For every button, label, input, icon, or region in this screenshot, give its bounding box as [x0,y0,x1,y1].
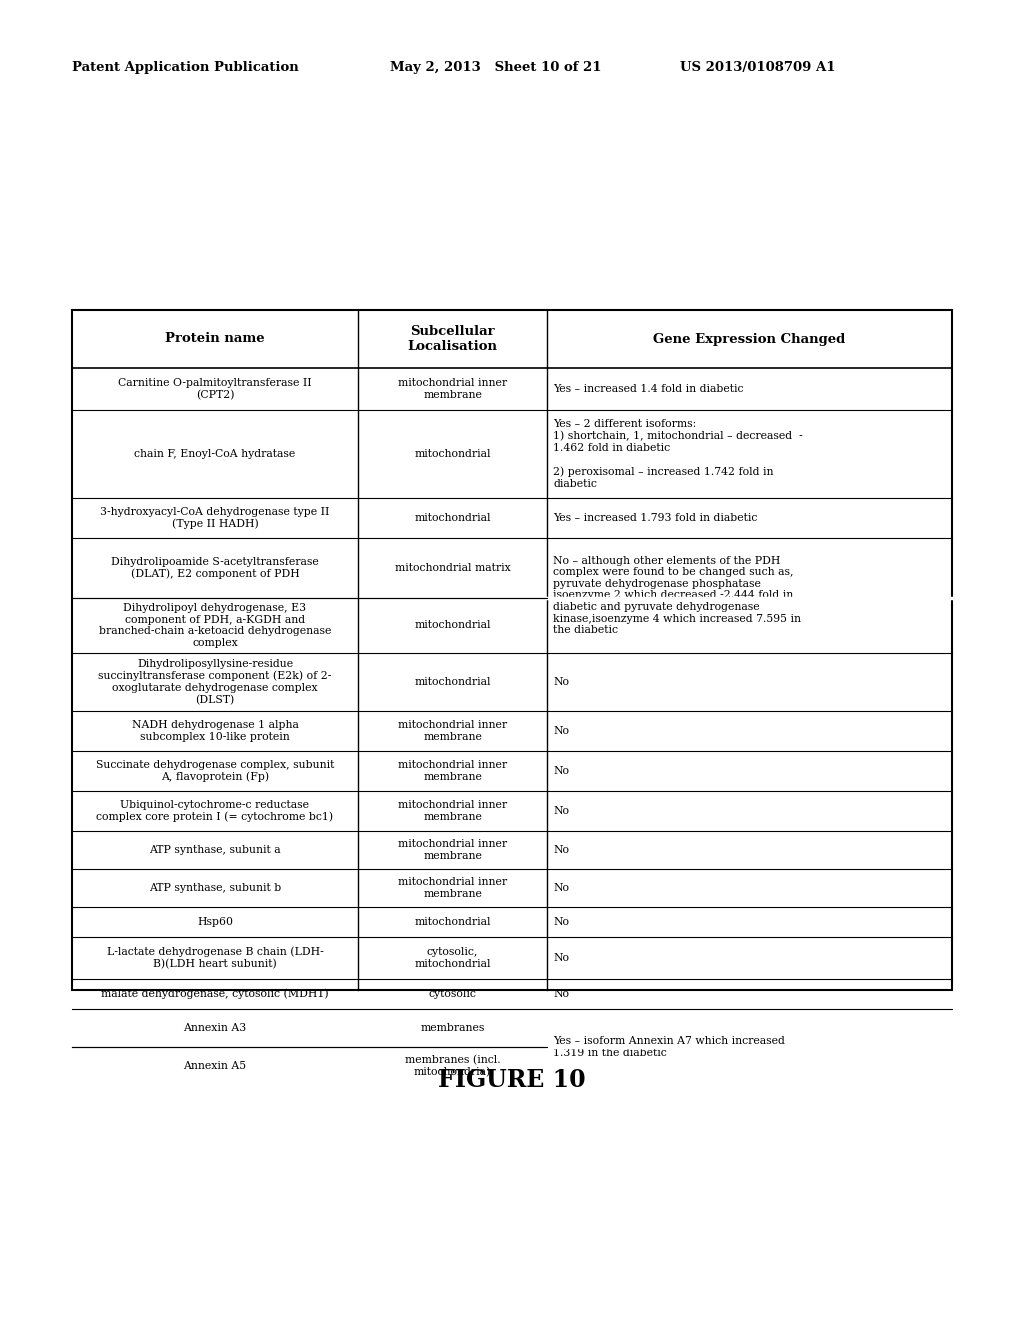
Text: Yes – increased 1.793 fold in diabetic: Yes – increased 1.793 fold in diabetic [553,513,758,523]
Text: Carnitine O-palmitoyltransferase II
(CPT2): Carnitine O-palmitoyltransferase II (CPT… [118,378,312,400]
Text: Dihydrolipoamide S-acetyltransferase
(DLAT), E2 component of PDH: Dihydrolipoamide S-acetyltransferase (DL… [112,557,318,579]
Text: No: No [553,989,569,999]
Text: 3-hydroxyacyl-CoA dehydrogenase type II
(Type II HADH): 3-hydroxyacyl-CoA dehydrogenase type II … [100,507,330,529]
Text: Dihydrolipoyl dehydrogenase, E3
component of PDH, a-KGDH and
branched-chain a-ke: Dihydrolipoyl dehydrogenase, E3 componen… [98,603,331,648]
Text: No: No [553,766,569,776]
Text: mitochondrial: mitochondrial [415,513,490,523]
Text: mitochondrial inner
membrane: mitochondrial inner membrane [398,800,507,822]
Text: Gene Expression Changed: Gene Expression Changed [653,333,846,346]
Text: mitochondrial: mitochondrial [415,449,490,459]
Text: L-lactate dehydrogenase B chain (LDH-
B)(LDH heart subunit): L-lactate dehydrogenase B chain (LDH- B)… [106,946,324,969]
Text: cytosolic: cytosolic [429,989,476,999]
Text: mitochondrial matrix: mitochondrial matrix [394,564,511,573]
Text: Patent Application Publication: Patent Application Publication [72,62,299,74]
Text: No: No [553,677,569,686]
Text: NADH dehydrogenase 1 alpha
subcomplex 10-like protein: NADH dehydrogenase 1 alpha subcomplex 10… [131,721,298,742]
Text: mitochondrial: mitochondrial [415,620,490,631]
Text: membranes (incl.
mitochondria): membranes (incl. mitochondria) [404,1055,501,1077]
Text: Yes – 2 different isoforms:
1) shortchain, 1, mitochondrial – decreased  -
1.462: Yes – 2 different isoforms: 1) shortchai… [553,420,803,488]
Text: Succinate dehydrogenase complex, subunit
A, flavoprotein (Fp): Succinate dehydrogenase complex, subunit… [96,760,334,783]
Text: FIGURE 10: FIGURE 10 [438,1068,586,1092]
Text: Annexin A5: Annexin A5 [183,1061,247,1071]
Text: Subcellular
Localisation: Subcellular Localisation [408,325,498,352]
Text: No: No [553,953,569,964]
Bar [72,310,952,990]
Text: No: No [553,726,569,737]
Text: No: No [553,807,569,816]
Text: No: No [553,845,569,855]
Text: US 2013/0108709 A1: US 2013/0108709 A1 [680,62,836,74]
Text: malate dehydrogenase, cytosolic (MDH1): malate dehydrogenase, cytosolic (MDH1) [101,989,329,999]
Text: ATP synthase, subunit a: ATP synthase, subunit a [150,845,281,855]
Text: mitochondrial inner
membrane: mitochondrial inner membrane [398,760,507,781]
Text: Protein name: Protein name [165,333,265,346]
Text: mitochondrial inner
membrane: mitochondrial inner membrane [398,379,507,400]
Text: mitochondrial: mitochondrial [415,677,490,686]
Text: cytosolic,
mitochondrial: cytosolic, mitochondrial [415,948,490,969]
Text: membranes: membranes [421,1023,484,1034]
Text: No: No [553,917,569,927]
Text: Annexin A3: Annexin A3 [183,1023,247,1034]
Text: Dihydroliposyllysine-residue
succinyltransferase component (E2k) of 2-
oxoglutar: Dihydroliposyllysine-residue succinyltra… [98,659,332,705]
Text: mitochondrial inner
membrane: mitochondrial inner membrane [398,721,507,742]
Text: mitochondrial inner
membrane: mitochondrial inner membrane [398,878,507,899]
Text: mitochondrial inner
membrane: mitochondrial inner membrane [398,840,507,861]
Text: Ubiquinol-cytochrome-c reductase
complex core protein I (= cytochrome bc1): Ubiquinol-cytochrome-c reductase complex… [96,800,334,822]
Text: May 2, 2013   Sheet 10 of 21: May 2, 2013 Sheet 10 of 21 [390,62,601,74]
Text: ATP synthase, subunit b: ATP synthase, subunit b [148,883,282,894]
Text: Hsp60: Hsp60 [197,917,233,927]
Text: chain F, Enoyl-CoA hydratase: chain F, Enoyl-CoA hydratase [134,449,296,459]
Text: Yes – isoform Annexin A7 which increased
1.319 in the diabetic: Yes – isoform Annexin A7 which increased… [553,1036,785,1057]
Text: No – although other elements of the PDH
complex were found to be changed such as: No – although other elements of the PDH … [553,556,801,635]
Text: mitochondrial: mitochondrial [415,917,490,927]
Text: Yes – increased 1.4 fold in diabetic: Yes – increased 1.4 fold in diabetic [553,384,743,393]
Text: No: No [553,883,569,894]
